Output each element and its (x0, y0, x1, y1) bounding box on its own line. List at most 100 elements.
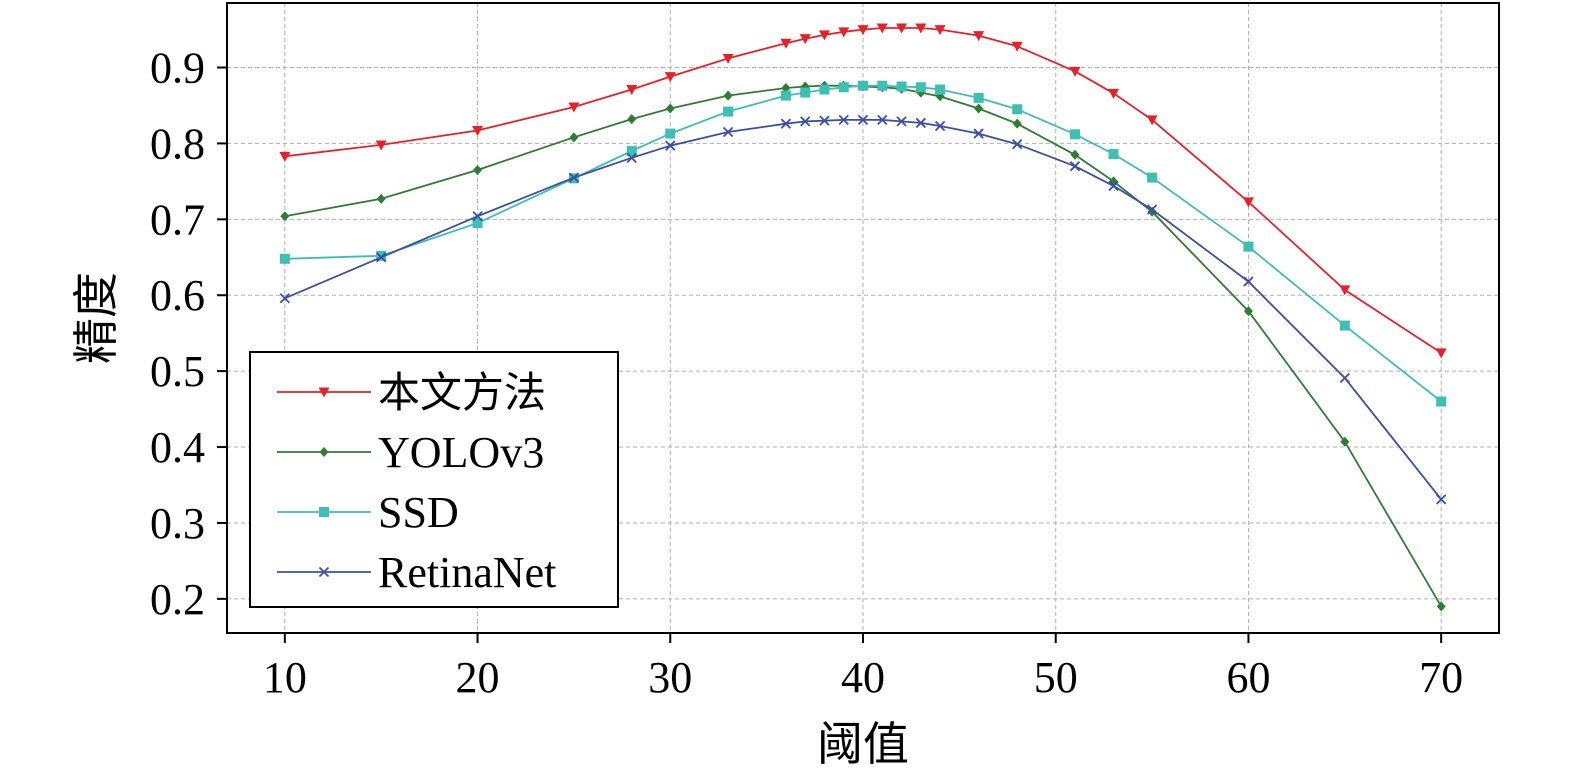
legend-swatch-marker (319, 507, 329, 517)
series-line (284, 119, 1442, 500)
data-point (1012, 118, 1022, 129)
data-point (1146, 115, 1158, 126)
data-point (896, 116, 907, 127)
data-point (1242, 197, 1254, 208)
data-point (1012, 139, 1023, 150)
data-point (664, 72, 676, 83)
data-point (896, 81, 907, 92)
y-tick-label: 0.6 (150, 271, 205, 320)
data-point (473, 164, 483, 175)
series-line (284, 27, 1442, 354)
data-point (1243, 306, 1253, 317)
data-point (857, 114, 869, 126)
data-point (1108, 149, 1119, 160)
data-point (279, 293, 290, 304)
data-point (665, 140, 676, 151)
data-point (934, 25, 946, 36)
data-point (934, 120, 946, 132)
data-point (1147, 206, 1157, 217)
data-point (626, 146, 637, 157)
data-point (665, 103, 675, 114)
data-point (973, 128, 984, 139)
data-point (819, 115, 830, 126)
legend-swatch-marker (318, 387, 330, 398)
data-point (722, 53, 734, 64)
data-point (800, 116, 811, 127)
data-point (1146, 204, 1158, 215)
data-point (1339, 285, 1351, 296)
data-point (1243, 276, 1254, 287)
data-point (1339, 372, 1350, 384)
data-point (876, 23, 888, 34)
x-tick-label: 30 (648, 653, 692, 702)
legend-item: SSD (277, 488, 459, 537)
data-point (1069, 161, 1081, 172)
data-point (818, 30, 830, 41)
y-tick-label: 0.3 (150, 499, 205, 548)
data-point (375, 140, 387, 151)
data-point (1436, 601, 1446, 612)
data-point (973, 92, 984, 103)
data-point (780, 38, 792, 49)
data-point (973, 31, 985, 42)
data-point (568, 172, 580, 183)
data-point (799, 34, 811, 45)
data-point (780, 90, 791, 101)
x-tick-label: 10 (263, 653, 307, 702)
data-point (376, 250, 387, 261)
data-point (472, 126, 484, 137)
legend-label: RetinaNet (378, 548, 556, 597)
series-line (284, 84, 1442, 607)
data-point (974, 103, 984, 114)
legend-label: YOLOv3 (378, 428, 544, 477)
data-point (1108, 180, 1119, 192)
data-point (626, 85, 638, 96)
data-point (472, 218, 483, 229)
data-point (1436, 396, 1447, 407)
data-point (1147, 172, 1158, 183)
data-point (279, 151, 291, 162)
data-point (1012, 104, 1023, 115)
y-tick-label: 0.8 (150, 119, 205, 168)
y-tick-label: 0.7 (150, 195, 205, 244)
data-point (800, 87, 811, 98)
data-point (838, 114, 849, 126)
legend-item: RetinaNet (277, 548, 556, 597)
data-point (877, 80, 888, 91)
data-point (877, 114, 888, 126)
data-point (1243, 241, 1254, 252)
data-point (915, 82, 926, 93)
data-point (781, 83, 791, 94)
y-tick-label: 0.2 (150, 575, 205, 624)
x-tick-label: 20 (456, 653, 500, 702)
tick-labels: 10 20 30 40 50 60 70 0.2 0.3 0.4 0.5 0.6 0.7 0.8 0.9 (150, 44, 1463, 702)
legend-swatch-marker (318, 566, 330, 578)
x-tick-label: 60 (1226, 653, 1270, 702)
data-point (1069, 66, 1081, 77)
x-tick-label: 40 (841, 653, 885, 702)
data-point (626, 152, 637, 163)
y-tick-label: 0.5 (150, 347, 205, 396)
series-本文方法 (279, 23, 1447, 359)
data-point (722, 126, 734, 138)
data-point (279, 253, 290, 264)
data-point (665, 128, 676, 139)
y-tick-label: 0.4 (150, 423, 205, 472)
data-point (1436, 494, 1447, 505)
legend-item: YOLOv3 (277, 428, 544, 477)
data-point (838, 27, 850, 38)
y-tick-label: 0.9 (150, 44, 205, 93)
data-point (915, 117, 926, 129)
legend-label: 本文方法 (378, 368, 546, 417)
data-point (819, 84, 830, 95)
legend: 本文方法 YOLOv3 SSD RetinaNet (249, 351, 619, 608)
data-point (1070, 149, 1080, 160)
data-point (376, 193, 386, 204)
data-point (1011, 41, 1023, 52)
legend-box (249, 351, 619, 608)
data-point (1435, 348, 1447, 359)
legend-label: SSD (378, 488, 459, 537)
data-point (1339, 320, 1350, 331)
data-point (915, 23, 927, 34)
